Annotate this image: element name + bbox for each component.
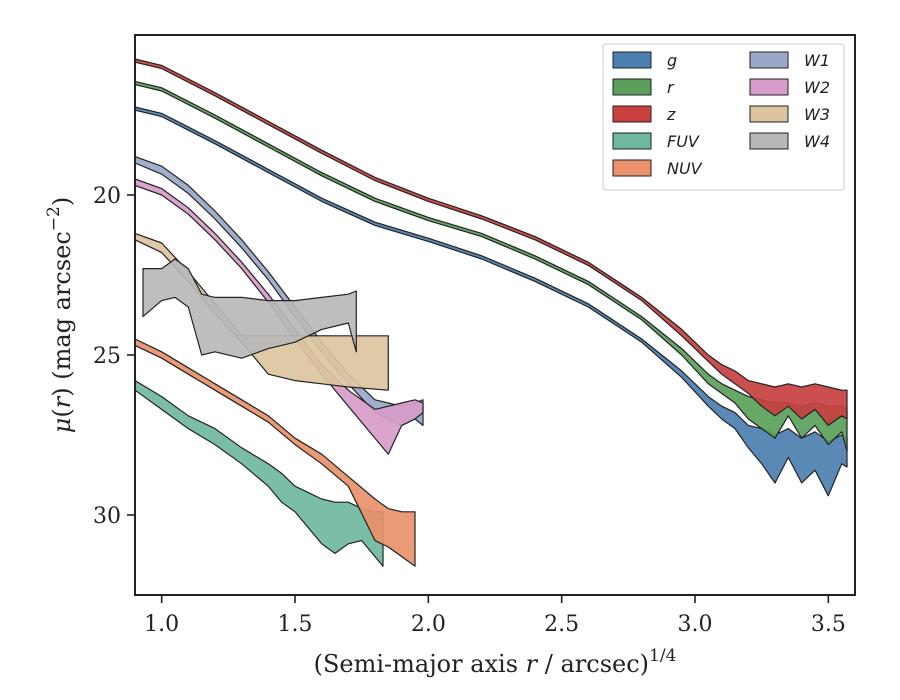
band-w4 bbox=[142, 258, 357, 359]
band-g bbox=[134, 106, 848, 497]
band-fuv bbox=[134, 380, 384, 567]
legend-label-w2: W2 bbox=[804, 78, 830, 97]
legend-label-w3: W3 bbox=[804, 105, 830, 124]
y-tick-label: 20 bbox=[93, 184, 121, 209]
y-tick-label: 25 bbox=[93, 344, 121, 369]
y-axis-ticks: 20 25 30 bbox=[93, 184, 135, 529]
legend-label-g: g bbox=[667, 51, 677, 70]
series-bands bbox=[134, 58, 848, 567]
y-tick-label: 30 bbox=[93, 504, 121, 529]
legend-label-nuv: NUV bbox=[667, 159, 703, 178]
y-axis-title: μ(r) (mag arcsec−2) bbox=[44, 197, 76, 434]
x-tick-label: 1.0 bbox=[144, 612, 179, 637]
x-axis-ticks: 1.0 1.5 2.0 2.5 3.0 3.5 bbox=[144, 595, 846, 637]
legend: grz FUV NUV W1 W2 W3 W4 bbox=[602, 43, 845, 191]
x-tick-label: 3.0 bbox=[678, 612, 713, 637]
x-tick-label: 2.0 bbox=[411, 612, 446, 637]
legend-swatch-fuv bbox=[612, 132, 652, 150]
legend-swatch-w4 bbox=[749, 132, 789, 150]
legend-label-r: r bbox=[667, 78, 675, 97]
legend-swatch-g bbox=[612, 51, 652, 69]
legend-swatch-nuv bbox=[612, 159, 652, 177]
plot-frame bbox=[134, 34, 856, 596]
legend-swatch-w2 bbox=[749, 78, 789, 96]
band-w1 bbox=[134, 156, 424, 426]
x-tick-label: 1.5 bbox=[278, 612, 313, 637]
x-tick-label: 3.5 bbox=[811, 612, 846, 637]
band-nuv bbox=[134, 338, 416, 567]
legend-swatch-r bbox=[612, 78, 652, 96]
legend-label-fuv: FUV bbox=[667, 132, 700, 151]
legend-label-w4: W4 bbox=[804, 132, 830, 151]
x-tick-label: 2.5 bbox=[544, 612, 579, 637]
x-axis-title: (Semi-major axis r / arcsec)1/4 bbox=[314, 646, 677, 678]
legend-swatch-z bbox=[612, 105, 652, 123]
legend-swatch-w1 bbox=[749, 51, 789, 69]
legend-label-z: z bbox=[666, 105, 676, 124]
legend-swatch-w3 bbox=[749, 105, 789, 123]
band-z bbox=[134, 58, 848, 426]
legend-label-w1: W1 bbox=[804, 51, 830, 70]
